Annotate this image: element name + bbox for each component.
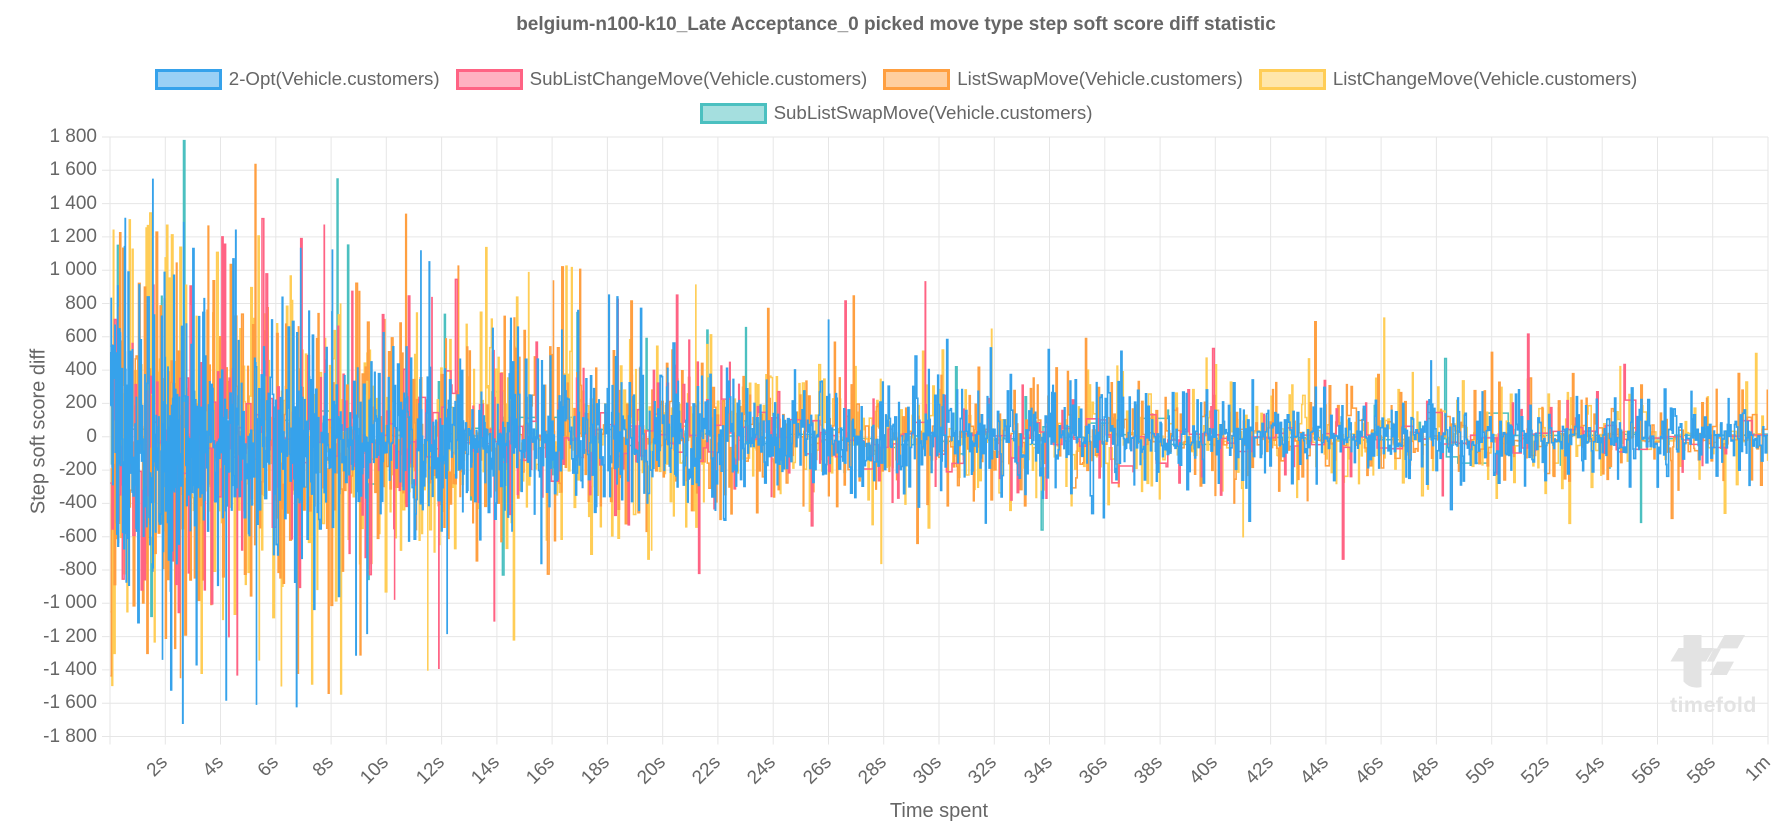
svg-text:timefold: timefold — [1670, 693, 1757, 717]
